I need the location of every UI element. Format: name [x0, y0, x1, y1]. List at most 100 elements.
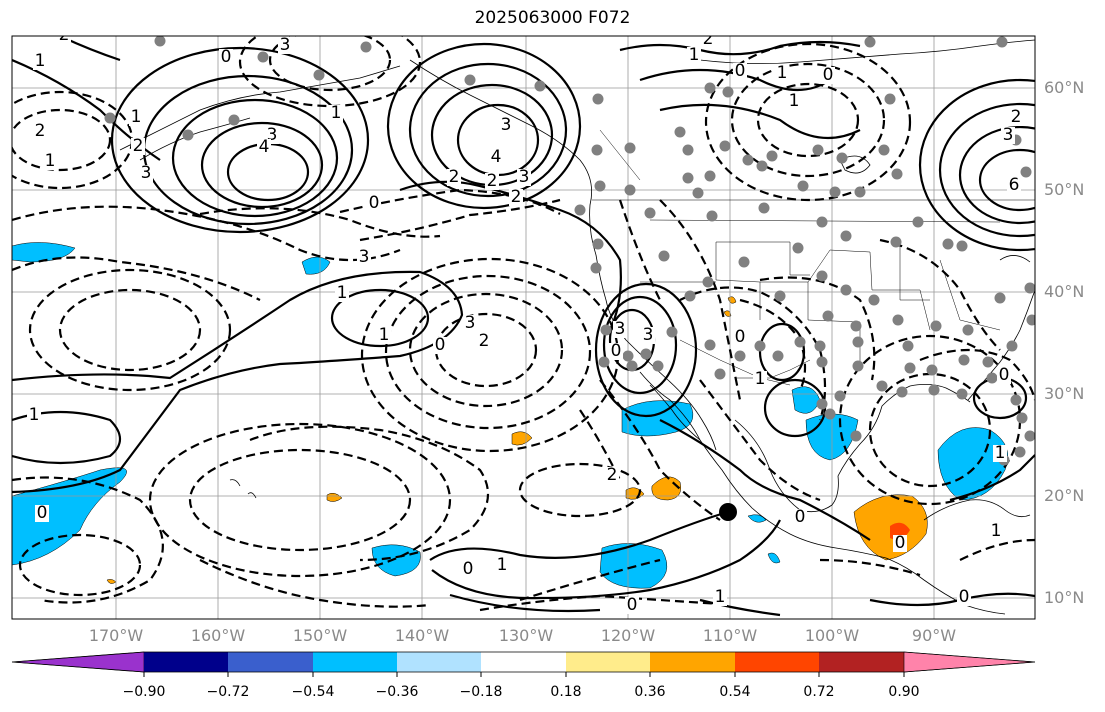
station-dot	[1026, 314, 1035, 326]
station-dot	[958, 354, 970, 366]
contour-label: 0	[999, 365, 1010, 385]
contour-label-bg	[625, 597, 639, 614]
contour-label: 2	[1011, 107, 1022, 127]
contour-label: 0	[823, 65, 834, 85]
longitude-label: 130°W	[498, 626, 554, 645]
contour-label-bg	[257, 139, 271, 156]
dashed-contour-tropical	[249, 425, 490, 562]
station-dot	[682, 172, 694, 184]
station-dot	[912, 216, 924, 228]
contour-label: 3	[465, 313, 476, 333]
station-dot	[666, 326, 678, 338]
colorbar-tick-label: 0.72	[803, 684, 835, 700]
contour-label: 1	[991, 521, 1002, 541]
longitude-label: 170°W	[88, 626, 144, 645]
station-dot	[1014, 446, 1026, 458]
station-dot	[624, 184, 636, 196]
contour-label: 1	[29, 405, 40, 425]
station-dot	[704, 82, 716, 94]
station-dot	[1006, 340, 1018, 352]
station-dot	[854, 186, 866, 198]
station-dot	[840, 230, 852, 242]
colorbar-segment	[144, 652, 228, 672]
contour-label-bg	[43, 153, 57, 170]
station-dot	[534, 80, 546, 92]
contour-label: 3	[501, 115, 512, 135]
station-dot	[792, 242, 804, 254]
contour-label-bg	[278, 37, 292, 54]
colorbar	[11, 651, 1036, 677]
station-dot	[313, 69, 325, 81]
station-dot	[738, 256, 750, 268]
contour-label: 1	[755, 369, 766, 389]
longitude-label: 110°W	[702, 626, 758, 645]
contour-label: 0	[611, 341, 622, 361]
colorbar-extend-high	[903, 651, 1036, 673]
station-dot	[1016, 412, 1028, 424]
contour-label-bg	[335, 285, 349, 302]
station-dot	[624, 142, 636, 154]
contour-label-bg	[613, 321, 627, 338]
station-dot	[692, 187, 704, 199]
colorbar-tick-label: 0.54	[719, 684, 751, 700]
station-dot	[734, 350, 746, 362]
contour-label-bg	[329, 105, 343, 122]
contour-label-bg	[499, 117, 513, 134]
contour-label-bg	[463, 315, 477, 332]
contour-label: 0	[435, 335, 446, 355]
contour-label-bg	[605, 467, 619, 484]
latitude-label: 40°N	[1044, 282, 1085, 301]
station-dot	[797, 180, 809, 192]
contour-label: 3	[141, 163, 152, 183]
contour-label-bg	[57, 36, 71, 44]
station-dot	[704, 339, 716, 351]
station-dot	[829, 186, 841, 198]
contour-label: 0	[369, 193, 380, 213]
station-dot	[592, 238, 604, 250]
contour-label-bg	[35, 505, 49, 522]
station-dot	[758, 202, 770, 214]
station-dot	[928, 384, 940, 396]
station-dot	[704, 170, 716, 182]
longitude-label: 100°W	[804, 626, 860, 645]
contour-label: 0	[627, 595, 638, 615]
contour-label-bg	[485, 173, 499, 190]
station-dot	[228, 114, 240, 126]
station-dot	[864, 36, 876, 48]
station-dot	[890, 236, 902, 248]
contour-label-bg	[687, 47, 701, 64]
contour-label-bg	[733, 329, 747, 346]
station-dot	[719, 140, 731, 152]
station-dot	[706, 210, 718, 222]
station-dot	[850, 430, 862, 442]
contour-label-bg	[793, 509, 807, 526]
colorbar-segment	[819, 652, 904, 672]
contour-label: 2	[511, 187, 522, 207]
longitude-label: 150°W	[292, 626, 348, 645]
longitude-label: 160°W	[190, 626, 246, 645]
contour-label: 0	[463, 559, 474, 579]
station-dot	[742, 154, 754, 166]
political-borders	[592, 129, 1035, 386]
station-dot	[598, 356, 610, 368]
station-dot	[824, 408, 836, 420]
colorbar-segment	[397, 652, 481, 672]
colorbar-extend-low	[11, 651, 145, 673]
contour-label: 2	[703, 29, 714, 49]
contour-label-bg	[893, 535, 907, 552]
station-dot	[652, 360, 664, 372]
contour-label-bg	[495, 557, 509, 574]
station-dot	[850, 320, 862, 332]
contour-label-bg	[713, 589, 727, 606]
station-dot	[816, 356, 828, 368]
station-dot	[896, 386, 908, 398]
longitude-label: 140°W	[394, 626, 450, 645]
contour-label-bg	[27, 407, 41, 424]
station-dot	[714, 368, 726, 380]
station-dot	[836, 152, 848, 164]
station-dot	[104, 112, 116, 124]
contour-label-bg	[1009, 109, 1023, 126]
contour-label-bg	[447, 169, 461, 186]
station-dot	[702, 276, 714, 288]
station-dot	[722, 86, 734, 98]
